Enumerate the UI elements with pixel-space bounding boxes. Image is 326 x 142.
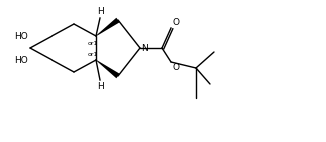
- Text: O: O: [172, 18, 179, 27]
- Text: HO: HO: [14, 32, 28, 40]
- Text: H: H: [96, 7, 103, 16]
- Polygon shape: [96, 60, 120, 78]
- Text: N: N: [141, 43, 148, 53]
- Text: or1: or1: [88, 52, 98, 57]
- Text: or1: or1: [88, 40, 98, 45]
- Polygon shape: [96, 18, 120, 36]
- Text: H: H: [96, 82, 103, 91]
- Text: HO: HO: [14, 56, 28, 64]
- Text: O: O: [172, 63, 179, 72]
